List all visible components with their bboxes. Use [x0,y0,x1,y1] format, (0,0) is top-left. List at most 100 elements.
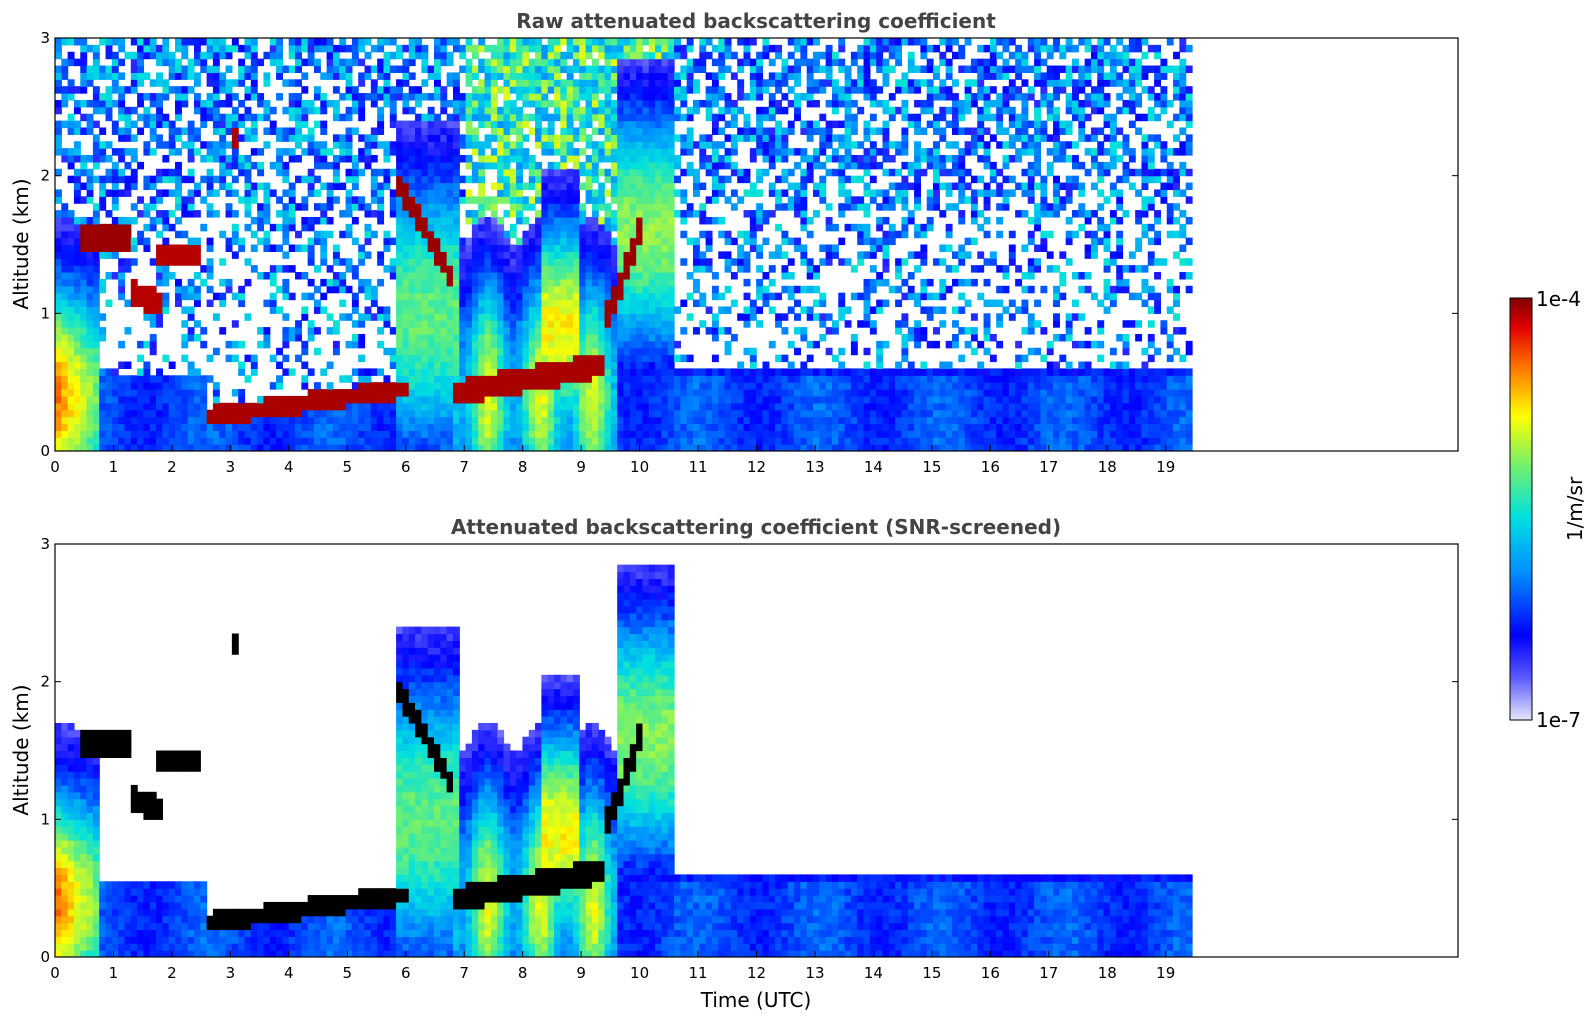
heat-cell [718,409,726,418]
heat-cell [623,182,631,191]
heat-cell [604,106,612,115]
heat-cell [313,347,321,356]
heat-cell [484,258,492,266]
heat-cell [692,251,700,259]
heat-cell [516,127,524,135]
heat-cell [73,237,81,246]
heat-cell [156,216,163,225]
heat-cell [591,175,599,184]
heat-cell [193,38,201,46]
heat-cell [674,375,681,383]
heat-cell [402,340,410,349]
heat-cell [326,395,334,404]
heat-cell [636,168,644,177]
heat-cell [345,113,353,122]
heat-cell [692,382,700,390]
heat-cell [484,244,492,252]
heat-cell [465,38,473,46]
heat-cell [288,395,296,404]
heat-cell [383,437,391,445]
heat-cell [137,230,145,239]
heat-cell [591,327,599,335]
heat-cell [276,155,284,163]
heat-cell [320,127,328,135]
heat-cell [509,444,517,451]
heat-cell [554,306,561,314]
heat-cell [730,333,738,342]
heat-cell [421,444,429,451]
heat-cell [313,203,321,211]
heat-cell [415,93,422,101]
heat-cell [276,134,284,142]
heat-cell [478,79,486,87]
heat-cell [591,58,599,67]
heat-cell [402,354,410,363]
heat-cell [566,127,574,135]
heat-cell [212,120,220,129]
heat-cell [724,327,732,335]
heat-cell [490,437,498,445]
heat-cell [522,182,530,191]
heat-cell [61,382,69,390]
heat-cell [377,306,385,314]
heat-cell [623,299,631,308]
heat-cell [623,258,631,266]
heat-cell [629,402,637,411]
heat-cell [667,38,675,46]
heat-cell [118,437,126,445]
heat-cell [206,113,214,122]
heat-cell [396,93,404,101]
heat-cell [743,402,751,411]
heat-cell [661,251,669,259]
heat-cell [522,382,530,390]
heat-cell [364,210,372,218]
heat-cell [471,216,479,225]
heat-cell [604,416,612,425]
heat-cell [528,327,536,335]
heat-cell [667,93,675,101]
heat-cell [408,389,416,397]
heat-cell [99,230,107,239]
heat-cell [465,272,473,280]
heat-cell [238,292,246,301]
heat-cell [686,79,694,87]
heat-cell [768,395,776,404]
heat-cell [402,409,410,418]
heat-cell [459,333,467,342]
heat-cell [604,285,612,294]
heat-cell [699,430,707,438]
heat-cell [541,134,549,142]
heat-cell [200,196,208,204]
heat-cell [332,161,340,170]
heat-cell [175,389,182,397]
heat-cell [67,340,75,349]
heat-cell [250,120,258,129]
heat-cell [528,244,536,252]
heat-cell [427,375,435,383]
heat-cell [187,120,195,129]
heat-cell [377,368,385,376]
heat-cell [547,51,555,60]
heat-cell [636,278,644,287]
heat-cell [617,444,625,451]
heat-cell [358,58,366,67]
heat-cell [604,251,612,259]
heat-cell [617,354,625,363]
heat-cell [705,430,713,438]
heat-cell [516,409,524,418]
heat-cell [648,106,656,115]
heat-cell [699,437,707,445]
heat-cell [655,313,663,321]
heat-cell [440,299,448,308]
heat-cell [440,423,448,431]
heat-cell [528,258,536,266]
heat-cell [629,299,637,308]
heat-cell [370,437,378,445]
heat-cell [80,182,88,191]
heat-cell [762,148,770,156]
heat-cell [737,58,745,67]
heat-cell [181,375,189,383]
heat-cell [332,58,340,67]
heat-cell [193,299,201,308]
heat-cell [452,182,460,191]
